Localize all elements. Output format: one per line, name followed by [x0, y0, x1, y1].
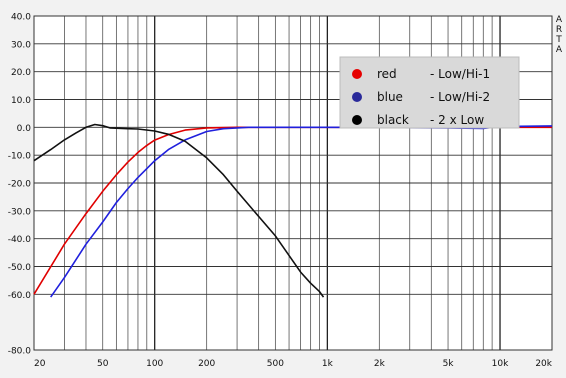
legend-box — [339, 56, 520, 129]
y-tick-label: 10.0 — [11, 96, 31, 106]
x-tick-label: 2k — [374, 359, 386, 369]
series-line-black — [33, 123, 325, 298]
x-tick-label: 50 — [97, 359, 109, 369]
y-tick-label: -40.0 — [8, 235, 32, 245]
legend-description: - Low/Hi-1 — [430, 67, 490, 81]
y-tick-label: -30.0 — [8, 207, 32, 217]
y-tick-label: 0.0 — [17, 124, 32, 134]
y-tick-label: -50.0 — [8, 263, 32, 273]
x-tick-label: 500 — [267, 359, 284, 369]
x-tick-label: 10k — [492, 359, 509, 369]
x-tick-labels: 20 50 100 200 500 1k 2k 5k 10k 20k — [34, 359, 553, 369]
y-tick-label: 20.0 — [11, 68, 31, 78]
x-tick-label: 1k — [322, 359, 334, 369]
side-label-letter: R — [556, 25, 562, 35]
legend-label: red — [377, 67, 397, 81]
y-tick-label: -20.0 — [8, 180, 32, 190]
y-tick-label: -60.0 — [8, 291, 32, 301]
legend-marker-blue — [352, 92, 362, 102]
legend-label: black — [377, 113, 409, 127]
side-label-letter: A — [556, 45, 563, 55]
side-label-letter: A — [556, 15, 563, 25]
side-label-letter: T — [555, 35, 562, 45]
legend-description: - Low/Hi-2 — [430, 90, 490, 104]
legend-label: blue — [377, 90, 403, 104]
y-tick-label: -80.0 — [8, 347, 32, 357]
x-tick-label: 200 — [198, 359, 215, 369]
y-tick-label: 30.0 — [11, 40, 31, 50]
legend-marker-black — [352, 115, 362, 125]
y-tick-label: -10.0 — [8, 152, 32, 162]
y-tick-label: 40.0 — [11, 13, 31, 23]
x-tick-label: 20 — [34, 359, 46, 369]
x-tick-label: 5k — [443, 359, 455, 369]
legend-description: - 2 x Low — [430, 113, 484, 127]
legend-marker-red — [352, 69, 362, 79]
legend: red - Low/Hi-1 blue - Low/Hi-2 black - 2 x Lo… — [339, 56, 520, 129]
y-tick-labels: 40.0 30.0 20.0 10.0 0.0 -10.0 -20.0 -30.0 -40.0 -… — [8, 13, 32, 357]
x-tick-label: 20k — [535, 359, 552, 369]
x-tick-label: 100 — [146, 359, 163, 369]
